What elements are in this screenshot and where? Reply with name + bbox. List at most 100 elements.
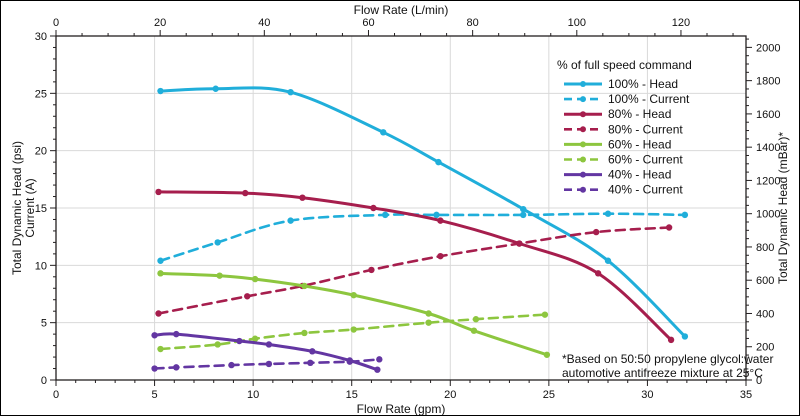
bottom-tick-label: 5 (152, 389, 158, 401)
data-point-marker (287, 88, 294, 96)
left-tick-label: 5 (41, 318, 47, 330)
data-point-marker (437, 252, 444, 260)
series-60-current (157, 311, 549, 353)
data-point-marker (157, 345, 164, 353)
right-tick-label: 1600 (756, 109, 780, 121)
legend-item-60-head: 60% - Head (564, 137, 671, 151)
legend-item-100-current: 100% - Current (564, 92, 690, 106)
data-point-marker (173, 330, 180, 338)
data-point-marker (265, 360, 273, 368)
right-tick-label: 1400 (756, 142, 780, 154)
legend-item-60-current: 60% - Current (564, 153, 683, 167)
data-point-marker (307, 359, 314, 366)
gridlines (56, 36, 746, 380)
top-tick-label: 120 (672, 17, 690, 29)
data-point-marker (437, 217, 444, 224)
data-point-marker (433, 211, 440, 219)
footnote-line2: automotive antifreeze mixture at 25°C (562, 366, 763, 380)
data-point-marker (435, 158, 442, 166)
right-tick-label: 1800 (756, 76, 780, 88)
legend-sample-marker (580, 126, 586, 133)
data-point-marker (665, 224, 673, 231)
series-80-current (155, 224, 673, 317)
data-point-marker (157, 257, 164, 264)
data-point-marker (299, 194, 306, 201)
data-point-marker (368, 266, 375, 274)
bottom-tick-label: 30 (641, 389, 653, 401)
data-point-marker (251, 335, 259, 342)
data-point-marker (228, 361, 235, 369)
left-axis-title-line2: Current (A) (23, 178, 37, 237)
data-point-marker (155, 188, 162, 196)
data-point-marker (155, 310, 162, 317)
legend-item-label: 100% - Head (608, 77, 678, 91)
data-point-marker (151, 365, 158, 372)
legend-item-40-current: 40% - Current (564, 183, 683, 197)
data-point-marker (543, 351, 551, 358)
right-tick-label: 400 (756, 308, 774, 320)
bottom-tick-label: 35 (740, 389, 752, 401)
data-point-marker (425, 319, 432, 326)
data-point-marker (212, 85, 219, 92)
bottom-tick-label: 0 (53, 389, 59, 401)
bottom-tick-label: 20 (444, 389, 456, 401)
data-point-marker (350, 291, 357, 299)
left-tick-label: 0 (41, 375, 47, 387)
data-point-marker (592, 228, 600, 236)
data-point-marker (236, 337, 243, 345)
data-point-marker (214, 239, 221, 246)
data-point-marker (244, 293, 251, 300)
top-tick-label: 60 (362, 17, 374, 29)
axis-ticks (50, 30, 752, 386)
legend-sample-marker (580, 96, 586, 103)
legend-item-label: 60% - Current (608, 153, 683, 167)
data-point-marker (157, 270, 164, 277)
legend-item-80-current: 80% - Current (564, 122, 683, 136)
data-point-marker (251, 275, 259, 283)
left-tick-label: 20 (35, 146, 47, 158)
footnote-line1: *Based on 50:50 propylene glycol:water (562, 352, 773, 366)
top-tick-label: 40 (258, 17, 270, 29)
data-point-marker (681, 333, 689, 340)
data-point-marker (520, 211, 527, 219)
legend-item-80-head: 80% - Head (564, 107, 671, 121)
data-point-marker (151, 332, 158, 339)
right-axis-title: Total Dynamic Head (mBar)* (776, 132, 790, 284)
data-point-marker (350, 326, 357, 333)
data-point-marker (604, 210, 612, 217)
legend-sample-marker (580, 156, 586, 163)
bottom-axis-title: Flow Rate (gpm) (357, 402, 446, 415)
data-point-marker (541, 311, 549, 318)
legend-item-label: 80% - Current (608, 122, 683, 136)
right-tick-label: 1200 (756, 175, 780, 187)
data-point-marker (370, 204, 377, 212)
right-tick-label: 0 (756, 375, 762, 387)
left-tick-label: 15 (35, 203, 47, 215)
data-point-marker (216, 272, 223, 279)
legend-item-label: 100% - Current (608, 92, 690, 106)
left-tick-label: 10 (35, 260, 47, 272)
bottom-tick-label: 15 (346, 389, 358, 401)
legend-sample-marker (580, 111, 586, 118)
left-tick-label: 30 (35, 31, 47, 43)
data-point-marker (470, 327, 478, 334)
data-point-marker (382, 211, 389, 219)
legend-item-100-head: 100% - Head (564, 77, 678, 91)
series-100-current (157, 210, 689, 264)
legend-sample-marker (580, 141, 586, 148)
right-tick-label: 200 (756, 342, 774, 354)
series-100-head (157, 85, 689, 340)
left-axis-title-line1: Total Dynamic Head (psi) (10, 141, 24, 275)
data-point-marker (472, 316, 480, 323)
top-tick-label: 20 (154, 17, 166, 29)
left-tick-label: 25 (35, 88, 47, 100)
bottom-tick-label: 25 (543, 389, 555, 401)
legend-item-label: 40% - Current (608, 183, 683, 197)
data-point-marker (681, 211, 689, 219)
data-point-marker (425, 310, 432, 317)
top-tick-label: 80 (467, 17, 479, 29)
data-point-marker (301, 282, 308, 290)
